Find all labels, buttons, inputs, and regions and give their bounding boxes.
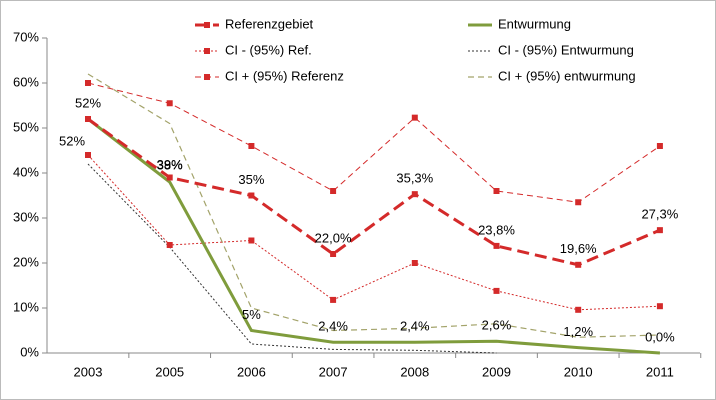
- marker: [411, 191, 418, 198]
- marker: [493, 188, 500, 194]
- marker: [166, 100, 173, 107]
- legend-label: Referenzgebiet: [225, 16, 314, 31]
- marker: [575, 306, 582, 313]
- legend-label: CI + (95%) entwurmung: [498, 68, 636, 83]
- marker: [411, 114, 418, 121]
- marker: [656, 303, 663, 310]
- marker: [166, 242, 173, 248]
- marker: [656, 227, 663, 234]
- x-tick-label: 2011: [646, 364, 674, 379]
- data-label: 52%: [59, 133, 85, 148]
- series-line: [87, 154, 660, 311]
- marker: [575, 199, 582, 206]
- data-label: 38%: [157, 157, 183, 172]
- data-label: 2,4%: [400, 319, 430, 334]
- y-tick-label: 50%: [13, 119, 39, 134]
- series-line: [87, 117, 660, 355]
- series-line: [87, 73, 660, 338]
- data-label: 27,3%: [641, 207, 678, 222]
- x-tick-label: 2010: [564, 364, 593, 379]
- series-line: [87, 163, 497, 354]
- marker: [493, 242, 500, 249]
- y-tick-label: 10%: [13, 299, 39, 314]
- x-tick-label: 2007: [319, 364, 348, 379]
- legend-label: CI + (95%) Referenz: [225, 68, 344, 83]
- x-tick-label: 2009: [482, 364, 511, 379]
- marker: [85, 152, 91, 158]
- marker: [248, 143, 255, 149]
- marker: [656, 143, 663, 149]
- marker: [166, 174, 173, 181]
- series-line: [87, 82, 661, 203]
- legend-label: Entwurmung: [498, 16, 571, 31]
- data-label: 52%: [75, 95, 101, 110]
- y-tick-label: 70%: [13, 29, 39, 44]
- y-tick-label: 30%: [13, 209, 39, 224]
- y-tick-label: 20%: [13, 254, 39, 269]
- legend-marker: [204, 22, 210, 28]
- marker: [411, 260, 418, 266]
- y-tick-label: 0%: [20, 344, 39, 359]
- x-tick-label: 2006: [237, 364, 266, 379]
- legend-marker: [204, 48, 210, 54]
- marker: [330, 188, 337, 194]
- x-tick-label: 2008: [400, 364, 429, 379]
- data-label: 0,0%: [645, 329, 675, 344]
- marker: [330, 251, 337, 257]
- marker: [330, 296, 337, 303]
- legend-label: CI - (95%) Ref.: [225, 42, 312, 57]
- series-line: [87, 117, 661, 267]
- data-label: 35%: [238, 172, 264, 187]
- data-label: 2,6%: [482, 318, 512, 333]
- data-label: 39%: [157, 157, 183, 172]
- marker: [575, 261, 582, 268]
- data-label: 1,2%: [563, 324, 593, 339]
- marker: [85, 116, 91, 122]
- data-label: 23,8%: [478, 222, 515, 237]
- marker: [248, 237, 255, 244]
- data-label: 35,3%: [396, 171, 433, 186]
- data-label: 2,4%: [318, 319, 348, 334]
- marker: [248, 192, 255, 199]
- y-tick-label: 60%: [13, 74, 39, 89]
- marker: [493, 287, 500, 294]
- data-label: 19,6%: [560, 241, 597, 256]
- y-tick-label: 40%: [13, 164, 39, 179]
- data-label: 22,0%: [315, 230, 352, 245]
- x-tick-label: 2003: [74, 364, 103, 379]
- legend-label: CI - (95%) Entwurmung: [498, 42, 634, 57]
- marker: [85, 80, 91, 86]
- legend-marker: [204, 74, 210, 80]
- data-label: 5%: [242, 307, 261, 322]
- x-tick-label: 2005: [155, 364, 184, 379]
